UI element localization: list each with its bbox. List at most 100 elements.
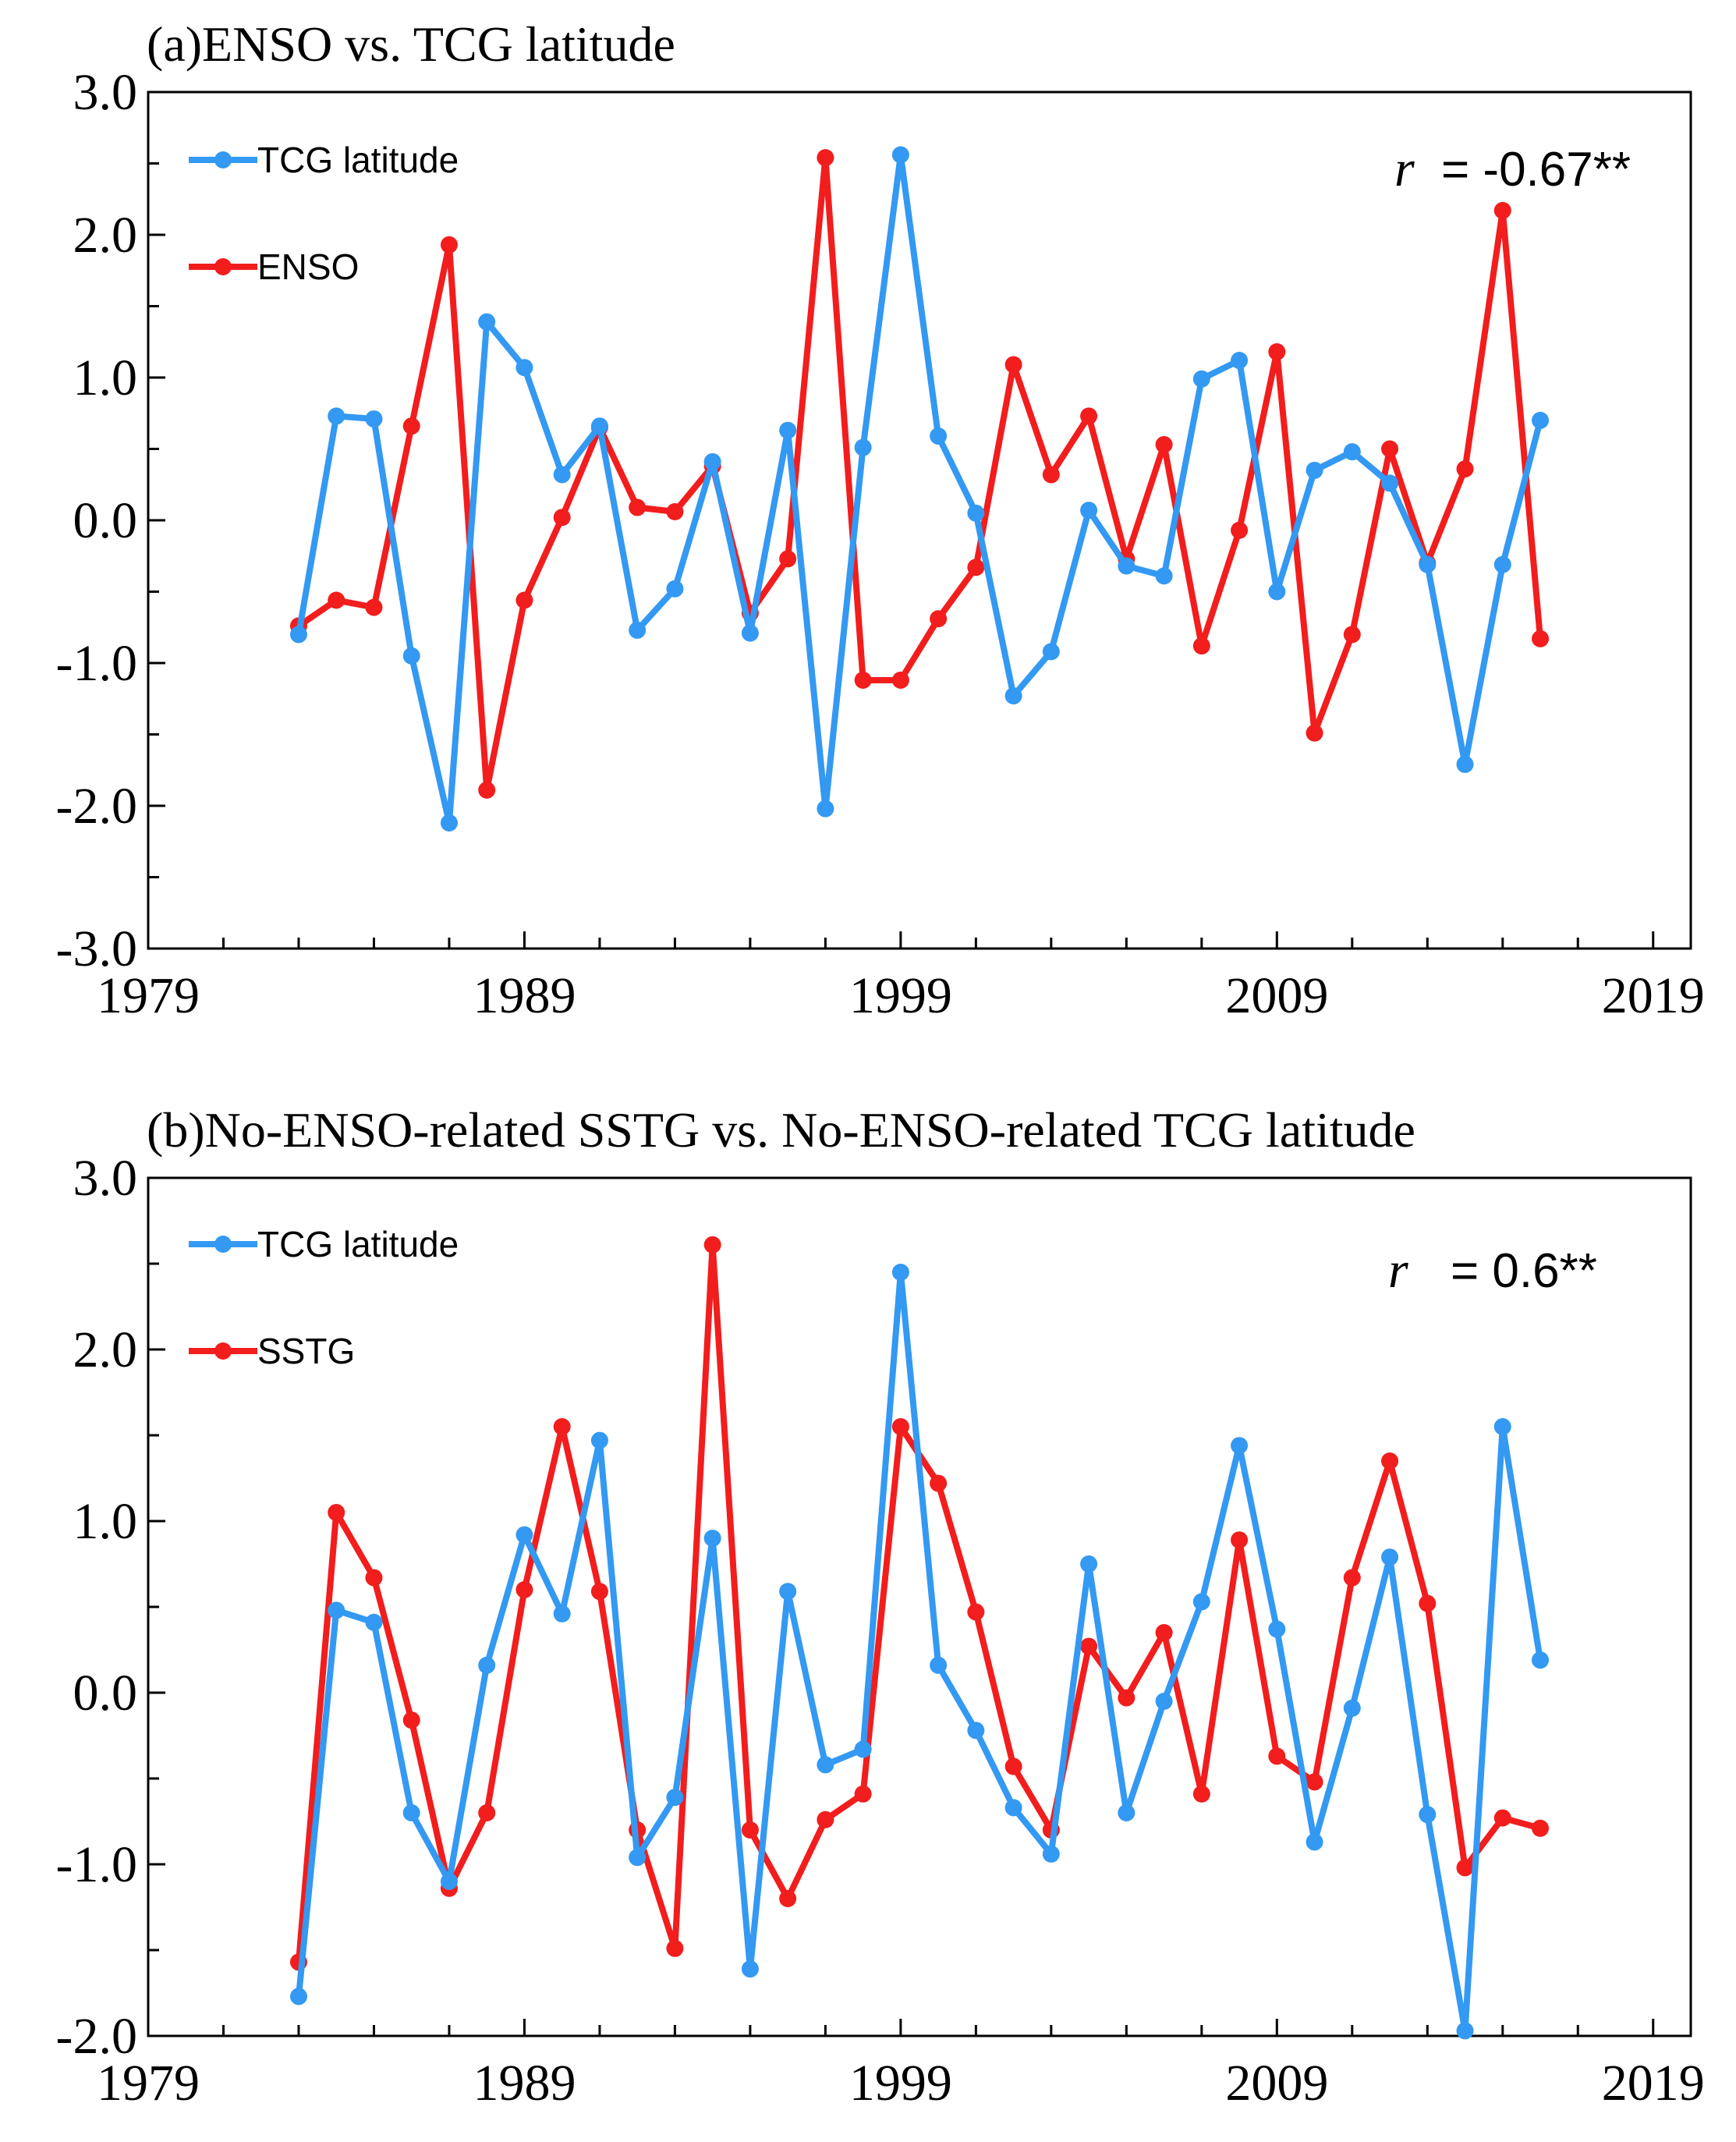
x-tick-label: 1999	[849, 967, 952, 1024]
y-tick-label: 0.0	[73, 1665, 138, 1722]
data-point-sstg	[1306, 1773, 1323, 1791]
data-point-enso	[328, 591, 345, 609]
y-tick-label: 2.0	[73, 207, 138, 264]
data-point-sstg	[1192, 1785, 1210, 1803]
x-tick-label: 2009	[1225, 2055, 1328, 2112]
data-point-tcg-latitude	[289, 626, 307, 644]
data-point-enso	[817, 149, 834, 167]
data-point-sstg	[590, 1583, 608, 1601]
data-point-enso	[402, 417, 420, 435]
y-tick-label: -1.0	[56, 635, 137, 692]
data-point-tcg-latitude	[553, 466, 571, 484]
data-point-enso	[891, 671, 909, 689]
data-point-tcg-latitude	[1268, 583, 1286, 601]
x-tick-label: 1989	[473, 2055, 576, 2112]
y-tick-label: -3.0	[56, 920, 137, 977]
data-point-tcg-latitude	[854, 438, 872, 456]
data-point-tcg-latitude	[1192, 1593, 1210, 1611]
data-point-tcg-latitude	[1493, 1418, 1511, 1435]
data-point-enso	[930, 610, 948, 628]
data-point-sstg	[1155, 1624, 1173, 1641]
data-point-sstg	[365, 1569, 383, 1587]
data-point-sstg	[515, 1581, 533, 1598]
data-point-enso	[967, 559, 985, 576]
series-line-tcg-latitude	[295, 151, 1544, 826]
y-tick-label: 2.0	[73, 1321, 138, 1378]
series-line-sstg	[295, 1241, 1544, 1966]
y-tick-label: -2.0	[56, 778, 137, 835]
data-point-tcg-latitude	[440, 1873, 458, 1890]
x-tick-label: 1979	[97, 967, 200, 1024]
data-point-tcg-latitude	[779, 1583, 797, 1601]
y-tick-label: -2.0	[56, 2008, 137, 2065]
data-point-sstg	[930, 1474, 948, 1492]
x-tick-label: 2019	[1602, 2055, 1705, 2112]
data-point-tcg-latitude	[779, 421, 797, 439]
data-point-tcg-latitude	[1155, 1693, 1173, 1710]
legend-marker	[214, 258, 232, 275]
data-point-enso	[1004, 356, 1022, 374]
data-point-tcg-latitude	[590, 417, 608, 435]
data-point-sstg	[817, 1810, 834, 1828]
data-point-tcg-latitude	[1231, 352, 1249, 370]
data-point-tcg-latitude	[666, 580, 684, 598]
data-point-sstg	[1419, 1594, 1437, 1612]
data-point-sstg	[703, 1236, 721, 1254]
data-point-tcg-latitude	[967, 504, 985, 522]
data-point-tcg-latitude	[1419, 1806, 1437, 1824]
data-point-enso	[365, 598, 383, 616]
data-point-sstg	[1231, 1531, 1249, 1549]
data-point-sstg	[1004, 1757, 1022, 1775]
data-point-sstg	[1080, 1637, 1098, 1655]
data-point-enso	[1381, 440, 1399, 458]
data-point-tcg-latitude	[817, 1756, 834, 1774]
data-point-tcg-latitude	[930, 1656, 948, 1674]
data-point-tcg-latitude	[1343, 1699, 1361, 1717]
data-point-tcg-latitude	[741, 624, 759, 642]
data-point-sstg	[328, 1504, 345, 1521]
data-point-tcg-latitude	[1192, 370, 1210, 388]
annotation-symbol: r	[1388, 1242, 1408, 1299]
legend-label: SSTG	[257, 1331, 355, 1371]
data-point-tcg-latitude	[328, 407, 345, 425]
data-point-tcg-latitude	[289, 1988, 307, 2005]
y-tick-label: 1.0	[73, 1493, 138, 1550]
data-point-tcg-latitude	[365, 1613, 383, 1631]
data-point-sstg	[891, 1418, 909, 1435]
data-point-tcg-latitude	[440, 814, 458, 832]
data-point-enso	[1532, 629, 1550, 647]
data-point-tcg-latitude	[1419, 555, 1437, 573]
data-point-enso	[1456, 460, 1474, 478]
data-point-enso	[478, 781, 496, 799]
data-point-tcg-latitude	[629, 1849, 647, 1867]
x-tick-label: 2009	[1225, 967, 1328, 1024]
data-point-enso	[1493, 201, 1511, 219]
legend-marker	[214, 1342, 232, 1360]
data-point-tcg-latitude	[1306, 1833, 1323, 1851]
data-point-sstg	[967, 1603, 985, 1621]
data-point-enso	[553, 509, 571, 527]
data-point-tcg-latitude	[1381, 1548, 1399, 1566]
data-point-sstg	[1532, 1819, 1550, 1837]
data-point-sstg	[741, 1821, 759, 1839]
data-point-tcg-latitude	[1042, 643, 1060, 661]
x-tick-label: 1979	[97, 2055, 200, 2112]
data-point-enso	[854, 671, 872, 689]
data-point-tcg-latitude	[1381, 474, 1399, 492]
data-point-tcg-latitude	[817, 800, 834, 817]
data-point-tcg-latitude	[478, 1656, 496, 1674]
y-tick-label: 3.0	[73, 1150, 138, 1207]
data-point-tcg-latitude	[1306, 461, 1323, 479]
data-point-sstg	[553, 1418, 571, 1435]
legend-label: TCG latitude	[257, 140, 459, 180]
data-point-enso	[1192, 637, 1210, 655]
data-point-tcg-latitude	[703, 1530, 721, 1547]
data-point-sstg	[1343, 1569, 1361, 1587]
x-tick-label: 1999	[849, 2055, 952, 2112]
chart-panel-a: (a)ENSO vs. TCG latitude 1979 1989 1999 2009…	[56, 16, 1705, 1024]
data-point-sstg	[1118, 1689, 1135, 1707]
data-point-enso	[666, 503, 684, 521]
x-tick-label: 2019	[1602, 967, 1705, 1024]
data-point-sstg	[478, 1804, 496, 1821]
plot-frame	[147, 90, 1692, 950]
